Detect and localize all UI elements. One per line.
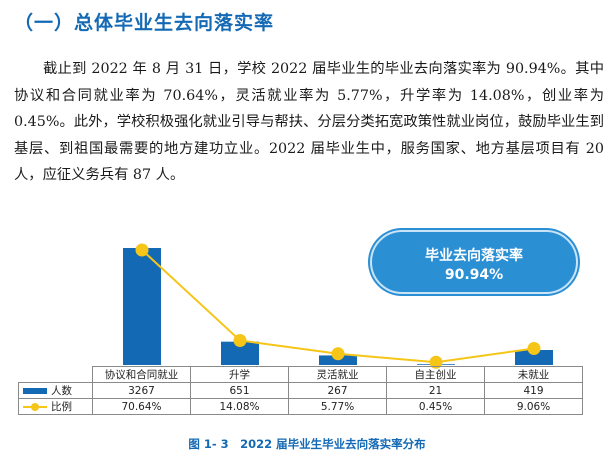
bubble-value: 90.94% [444, 267, 504, 283]
bubble-label: 毕业去向落实率 [425, 248, 523, 264]
table-cell: 651 [190, 382, 289, 399]
line-legend-swatch [23, 403, 47, 411]
table-cell: 0.45% [386, 398, 485, 415]
table-header-cell: 升学 [190, 366, 289, 383]
bar-legend-swatch [23, 388, 47, 394]
ratio-point-2 [331, 347, 345, 361]
figure-caption: 图 1- 3 2022 届毕业生毕业去向落实率分布 [188, 437, 426, 451]
table-cell: 3267 [92, 382, 191, 399]
table-cell: 9.06% [484, 398, 583, 415]
legend-line-label: 比例 [51, 401, 72, 413]
data-table: 协议和合同就业 升学 灵活就业 自主创业 未就业 人数 3267 651 267… [18, 366, 583, 415]
table-cell: 21 [386, 382, 485, 399]
section-title: （一）总体毕业生去向落实率 [14, 12, 275, 34]
employment-chart: 毕业去向落实率 90.94% 协议和合同就业 升学 灵活就业 自主创业 未就业 … [0, 228, 614, 461]
body-paragraph: 截止到 2022 年 8 月 31 日，学校 2022 届毕业生的毕业去向落实率… [14, 61, 604, 183]
ratio-point-0 [135, 243, 149, 257]
bar-1 [221, 341, 259, 365]
table-cell: 267 [288, 382, 387, 399]
table-cell: 5.77% [288, 398, 387, 415]
bar-4 [515, 349, 553, 365]
bar-0 [123, 248, 161, 365]
table-header-cell: 未就业 [484, 366, 583, 383]
ratio-point-3 [429, 355, 443, 369]
ratio-point-4 [527, 342, 541, 356]
rate-bubble: 毕业去向落实率 90.94% [370, 230, 578, 294]
legend-bar-cell: 人数 [18, 382, 93, 399]
table-corner [18, 366, 93, 383]
table-row-ratios: 比例 70.64% 14.08% 5.77% 0.45% 9.06% [18, 398, 583, 415]
legend-bar-label: 人数 [51, 385, 72, 397]
legend-line-cell: 比例 [18, 398, 93, 415]
table-cell: 419 [484, 382, 583, 399]
table-header-cell: 灵活就业 [288, 366, 387, 383]
table-row-counts: 人数 3267 651 267 21 419 [18, 382, 583, 399]
ratio-point-1 [233, 333, 247, 347]
table-cell: 14.08% [190, 398, 289, 415]
chart-svg [123, 243, 553, 369]
table-cell: 70.64% [92, 398, 191, 415]
table-header-cell: 协议和合同就业 [92, 366, 191, 383]
table-header-row: 协议和合同就业 升学 灵活就业 自主创业 未就业 [18, 366, 583, 383]
table-header-cell: 自主创业 [386, 366, 485, 383]
